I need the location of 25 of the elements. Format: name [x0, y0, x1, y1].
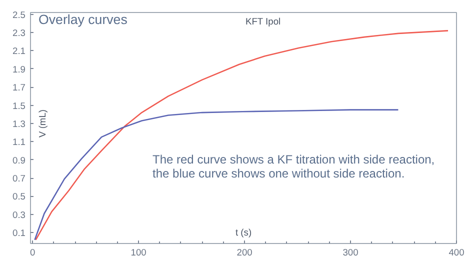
y-tick-label: 0.9 [12, 155, 26, 166]
y-tick-label: 0.7 [12, 174, 26, 184]
y-tick-label: 1.3 [12, 118, 26, 129]
y-tick-label: 2.3 [12, 28, 26, 38]
y-tick-label: 1.5 [12, 100, 26, 111]
y-tick-label: 0.1 [12, 228, 26, 238]
y-tick-label: 1.1 [12, 137, 26, 148]
line-series [35, 30, 449, 241]
y-tick-label: 1.7 [12, 82, 26, 93]
y-tick-label: 2.5 [12, 10, 26, 20]
y-tick-label: 2.1 [12, 46, 26, 56]
x-tick-label: 300 [342, 248, 358, 258]
x-axis-title: t (s) [236, 228, 252, 238]
x-tick-label: 100 [130, 248, 146, 258]
y-tick-label: 1.9 [12, 64, 26, 74]
x-tick-label: 0 [30, 248, 36, 258]
y-tick-label: 0.3 [12, 210, 26, 220]
annotation: the blue curve shows one without side reaction. [152, 166, 405, 180]
y-tick-label: 0.5 [12, 192, 26, 202]
y-axis-title: V (mL) [38, 109, 48, 138]
chart-subtitle: KFT Ipol [246, 16, 281, 26]
x-tick-label: 200 [236, 248, 252, 258]
x-tick-label: 400 [448, 248, 464, 258]
annotation: The red curve shows a KF titration with side reaction, [152, 152, 435, 166]
chart-title: Overlay curves [38, 12, 128, 27]
